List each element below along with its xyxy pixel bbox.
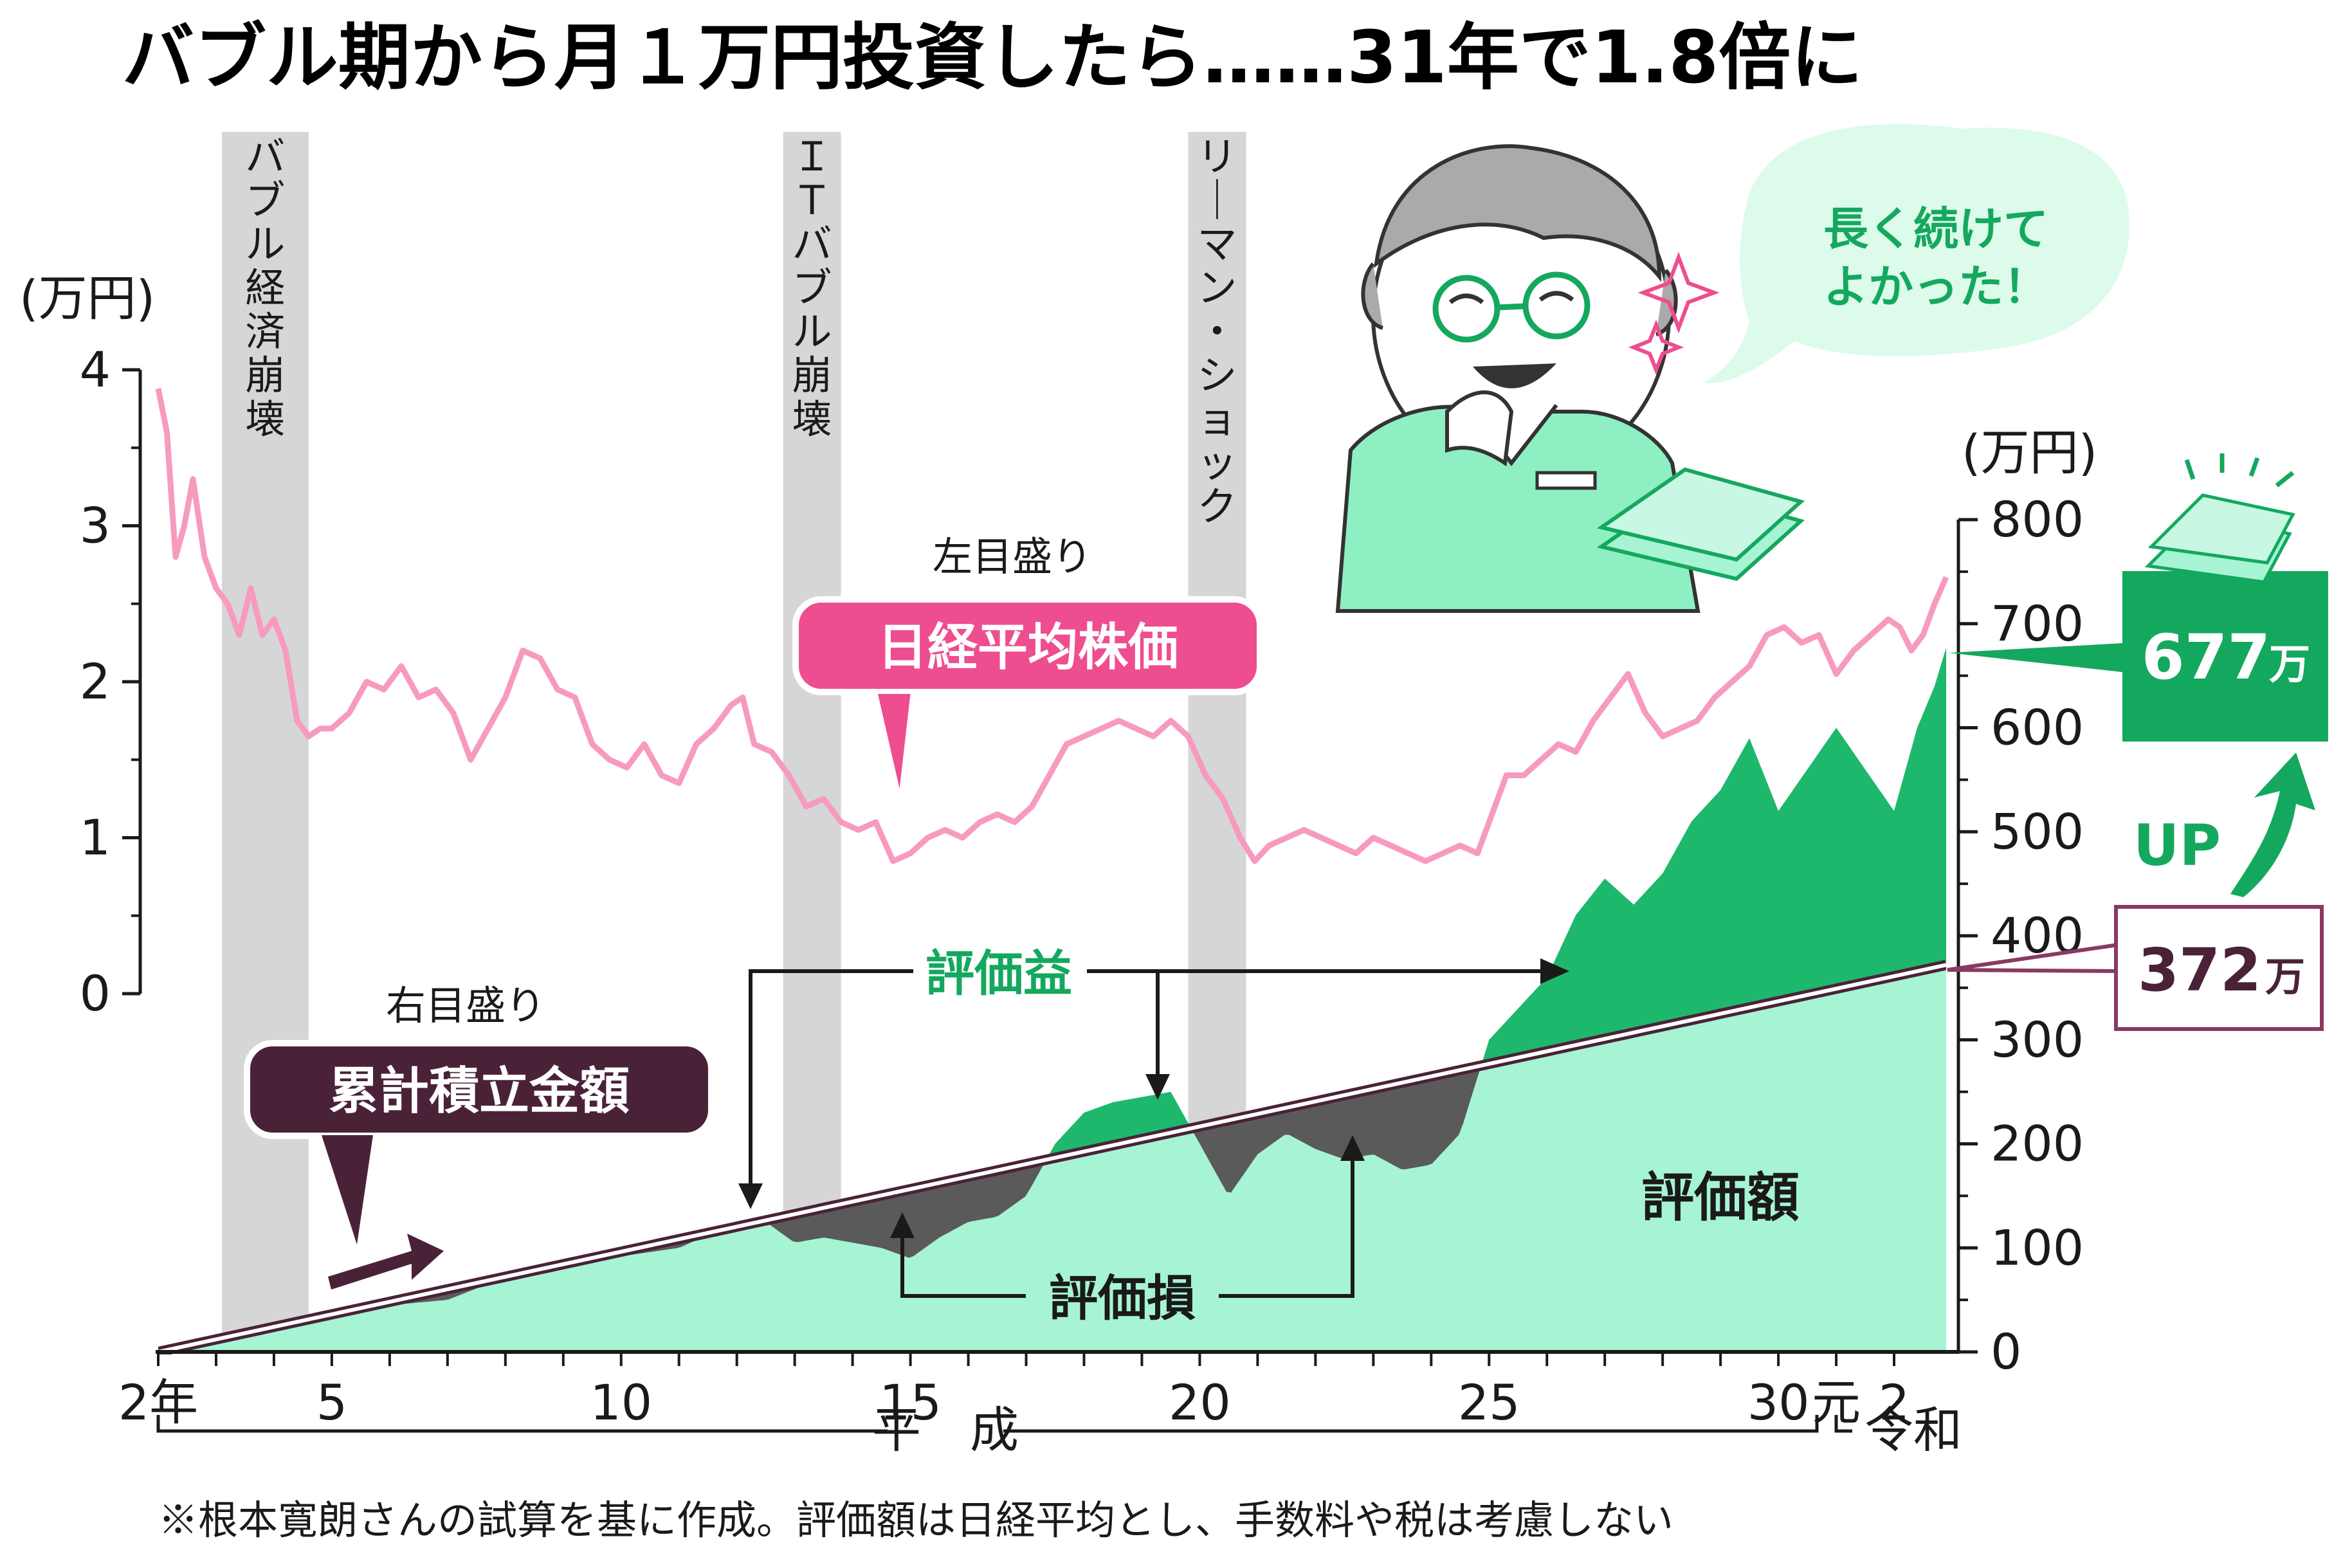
left-tick-label: 1: [80, 809, 111, 866]
loss-arrow-right: [1219, 1151, 1354, 1298]
left-tick-label: 4: [80, 341, 111, 398]
event-label-1-char: 崩: [792, 352, 832, 399]
final-value-number: 677: [2142, 621, 2270, 693]
event-label-2-char: リ: [1197, 133, 1237, 180]
valuation-label: 評価額: [1641, 1167, 1800, 1228]
event-band-1: [783, 132, 841, 1352]
event-label-0-char: 崩: [245, 352, 285, 399]
event-label-0-char: バ: [245, 133, 285, 180]
left-scale-label: 左目盛り: [933, 533, 1092, 580]
heisei-label: 平 成: [872, 1401, 1019, 1459]
right-tick-label: 100: [1991, 1219, 2084, 1276]
sparkle-icon-3: [1628, 319, 1684, 376]
speech-bubble: [1704, 124, 2129, 383]
loss-label: 評価損: [1049, 1270, 1196, 1327]
right-tick-label: 700: [1991, 595, 2084, 652]
event-label-2-char: ク: [1197, 483, 1237, 530]
right-scale-label: 右目盛り: [386, 982, 545, 1029]
speech-line-2: よかった！: [1823, 260, 2048, 313]
event-label-0-char: ル: [245, 221, 285, 268]
gain-arrow-left: [749, 969, 913, 1196]
right-arrow-icon: [328, 1234, 444, 1290]
x-tick-label: 5: [316, 1374, 347, 1431]
event-label-1-char: Ｉ: [792, 133, 832, 180]
x-tick-label: 15: [879, 1374, 942, 1431]
arrow-up-icon-2: [1340, 1135, 1365, 1161]
right-tick-label: 0: [1991, 1323, 2021, 1380]
reiwa-bracket: [1834, 1415, 1852, 1433]
arrow-right-icon: [1540, 958, 1569, 984]
right-tick-label: 500: [1991, 803, 2084, 860]
event-label-1-char: 壊: [792, 396, 832, 442]
event-label-2-char: シ: [1197, 352, 1237, 399]
nikkei-badge-label: 日経平均株価: [877, 619, 1178, 677]
footnote: ※根本寛朗さんの試算を基に作成。評価額は日経平均とし、手数料や税は考慮しない: [158, 1497, 1673, 1544]
event-label-1-char: ル: [792, 308, 832, 355]
nikkei-line-group: [155, 388, 1949, 864]
event-label-2-char: ッ: [1197, 439, 1237, 486]
arrow-down-icon: [738, 1183, 763, 1209]
reiwa-label: 令和: [1864, 1401, 1962, 1459]
x-tick-label: 10: [590, 1374, 652, 1431]
right-tick-label: 800: [1991, 491, 2084, 548]
left-axis-unit: (万円): [19, 269, 155, 327]
annotations: 左目盛り 日経平均株価 右目盛り 累計積立金額 評価益 評価損 評価額: [156, 124, 2328, 1544]
final-value-box: [2122, 571, 2328, 742]
loss-arrow-left: [900, 1228, 1026, 1298]
sparkle-icon-2: [1637, 251, 1720, 334]
left-tick-label: 2: [80, 653, 111, 710]
event-label-1-char: バ: [792, 221, 832, 268]
x-tick-label: 30: [1747, 1374, 1810, 1431]
right-tick-label: 300: [1991, 1011, 2084, 1068]
gain-label: 評価益: [925, 945, 1072, 1002]
x-tick-label: 20: [1169, 1374, 1231, 1431]
final-value-pointer: [1949, 643, 2122, 672]
chart-title: バブル期から月１万円投資したら……31年で1.8倍に: [122, 16, 1863, 100]
heisei-bracket: [156, 1415, 1819, 1433]
event-label-2-char: ｜: [1197, 177, 1237, 224]
accumulated-badge: [244, 1040, 715, 1139]
gain-arrow-mid: [1087, 969, 1160, 1087]
arrow-down-icon-2: [1145, 1074, 1170, 1100]
axes: 01234(万円)0100200300400500600700800(万円)2年…: [19, 269, 2097, 1431]
nikkei-pointer: [871, 689, 916, 805]
x-tick-label: 25: [1458, 1374, 1520, 1431]
event-label-1-char: ブ: [792, 264, 832, 311]
left-tick-label: 3: [80, 497, 111, 554]
right-axis-unit: (万円): [1962, 424, 2097, 481]
accumulated-pointer: [322, 1135, 373, 1244]
event-label-2-char: マ: [1197, 221, 1237, 268]
arrow-up-icon: [890, 1212, 915, 1238]
accumulated-badge-label: 累計積立金額: [329, 1062, 630, 1120]
event-label-2-char: ン: [1197, 264, 1237, 311]
event-band-0: [221, 132, 309, 1352]
right-tick-label: 600: [1991, 699, 2084, 756]
event-label-0-char: 経: [245, 264, 285, 311]
sparkle-icon: [2184, 453, 2295, 488]
event-label-0-char: 済: [245, 308, 285, 355]
final-value-unit: 万: [2269, 641, 2310, 689]
invested-number: 372: [2138, 936, 2261, 1005]
right-tick-label: 200: [1991, 1115, 2084, 1172]
nikkei-badge: [792, 596, 1263, 695]
event-label-2-char: ・: [1197, 308, 1237, 355]
nikkei-line: [155, 388, 1949, 864]
left-tick-label: 0: [80, 965, 111, 1022]
event-label-0-char: 壊: [245, 396, 285, 442]
speech-line-1: 長く続けて: [1823, 203, 2048, 255]
invested-box: [2114, 905, 2324, 1031]
event-label-1-char: Ｔ: [792, 177, 832, 224]
valuation-area-group: [158, 648, 1946, 1354]
event-label-0-char: ブ: [245, 177, 285, 224]
event-label-2-char: ョ: [1197, 396, 1237, 442]
invested-line: [158, 963, 1946, 1354]
invested-unit: 万: [2265, 953, 2305, 1000]
x-tick-label: 2: [1879, 1374, 1910, 1431]
up-label: UP: [2133, 812, 2221, 879]
money-stack-icon-2: [2147, 493, 2295, 565]
up-arrow-icon: [2230, 752, 2315, 897]
